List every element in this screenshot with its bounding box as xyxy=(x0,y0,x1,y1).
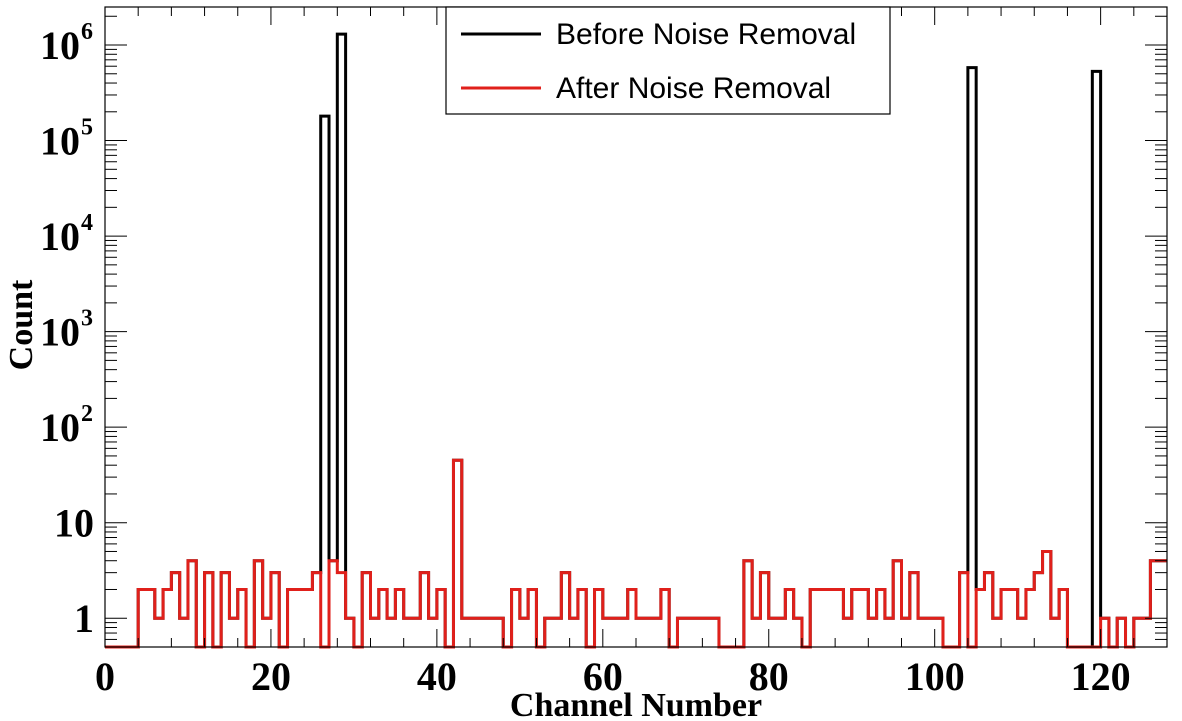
x-tick-label: 40 xyxy=(417,654,457,699)
x-axis-title: Channel Number xyxy=(510,687,762,721)
legend-label-before: Before Noise Removal xyxy=(556,18,856,51)
legend-box xyxy=(445,6,891,115)
y-axis-title: Count xyxy=(3,279,40,370)
x-tick-label: 80 xyxy=(749,654,789,699)
x-tick-label: 100 xyxy=(905,654,965,699)
legend-label-after: After Noise Removal xyxy=(556,72,831,105)
y-tick-label: 10 xyxy=(40,214,80,259)
y-tick-label: 10 xyxy=(40,405,80,450)
x-tick-label: 60 xyxy=(583,654,623,699)
y-tick-label: 10 xyxy=(40,119,80,164)
series-line-after xyxy=(105,458,1167,649)
x-tick-label: 0 xyxy=(95,654,115,699)
y-tick-exponent: 6 xyxy=(81,19,93,45)
y-tick-exponent: 5 xyxy=(81,115,93,141)
y-tick-label: 10 xyxy=(40,23,80,68)
y-tick-label: 10 xyxy=(54,501,94,546)
y-tick-exponent: 4 xyxy=(81,210,93,236)
y-tick-label: 1 xyxy=(74,596,94,641)
x-tick-label: 20 xyxy=(251,654,291,699)
x-tick-label: 120 xyxy=(1071,654,1131,699)
series-layer xyxy=(105,32,1167,649)
series-line-before xyxy=(105,32,1167,649)
y-tick-exponent: 3 xyxy=(81,306,93,332)
y-tick-exponent: 2 xyxy=(81,401,93,427)
legend: Before Noise Removal After Noise Removal xyxy=(445,6,891,115)
y-tick-label: 10 xyxy=(40,310,80,355)
